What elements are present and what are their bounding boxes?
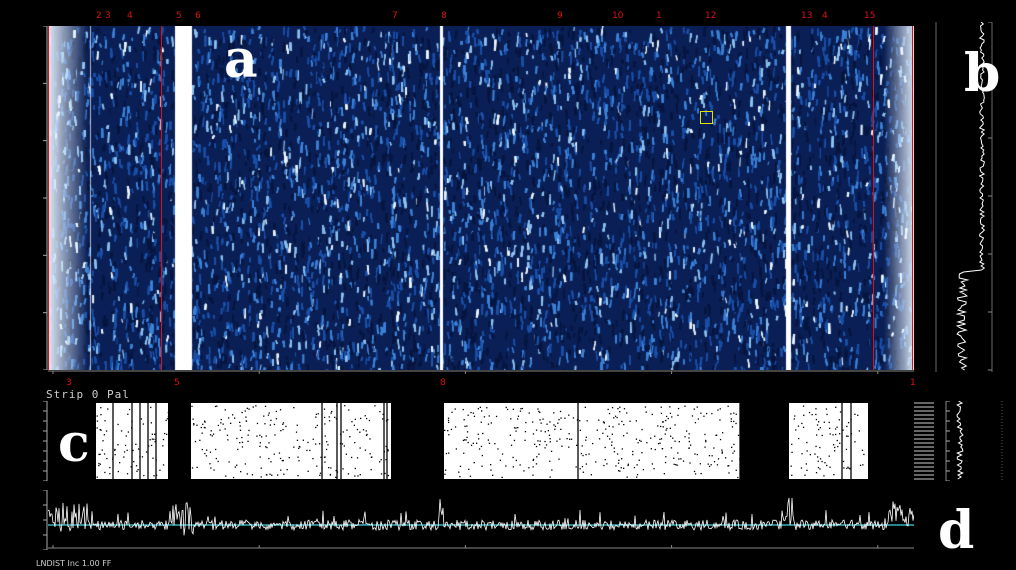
bottom-marker: 1 (910, 378, 916, 388)
panel-d-trace[interactable] (48, 490, 914, 550)
panel-c-raster[interactable] (48, 401, 914, 481)
top-marker: 6 (195, 11, 201, 21)
top-marker: 12 (705, 11, 717, 21)
y-axis-d (43, 490, 48, 550)
top-marker: 7 (392, 11, 398, 21)
x-axis-a (48, 370, 914, 374)
panel-label-d: d (938, 500, 975, 561)
panel-b-profile[interactable] (934, 22, 1014, 372)
panel-a-heatmap[interactable] (48, 26, 914, 370)
region-left-boundary (48, 26, 162, 370)
top-marker: 10 (612, 11, 624, 21)
panel-label-a: a (224, 29, 258, 90)
top-marker: 3 (105, 11, 111, 21)
footer-status: LNDIST Inc 1.00 FF (36, 559, 112, 568)
top-marker: 4 (127, 11, 133, 21)
region-right-boundary (873, 26, 913, 370)
top-marker: 1 (656, 11, 662, 21)
strip-label: Strip 0 Pal (46, 388, 130, 401)
panel-label-c: c (58, 413, 90, 474)
top-marker: 2 (96, 11, 102, 21)
bottom-marker: 5 (174, 378, 180, 388)
top-marker: 9 (557, 11, 563, 21)
top-marker: 15 (864, 11, 876, 21)
panel-c-side-ticks (914, 402, 934, 480)
top-marker: 5 (176, 11, 182, 21)
panel-label-b: b (964, 43, 1001, 104)
heatmap-canvas[interactable] (48, 26, 914, 370)
selection-box[interactable] (700, 111, 713, 124)
top-marker: 13 (801, 11, 813, 21)
bottom-marker: 3 (66, 378, 72, 388)
y-axis-c (43, 401, 48, 481)
top-marker: 8 (441, 11, 447, 21)
bottom-marker: 8 (440, 378, 446, 388)
panel-c-side-profile (945, 401, 1003, 481)
y-axis-a (43, 26, 48, 370)
top-marker: 4 (822, 11, 828, 21)
